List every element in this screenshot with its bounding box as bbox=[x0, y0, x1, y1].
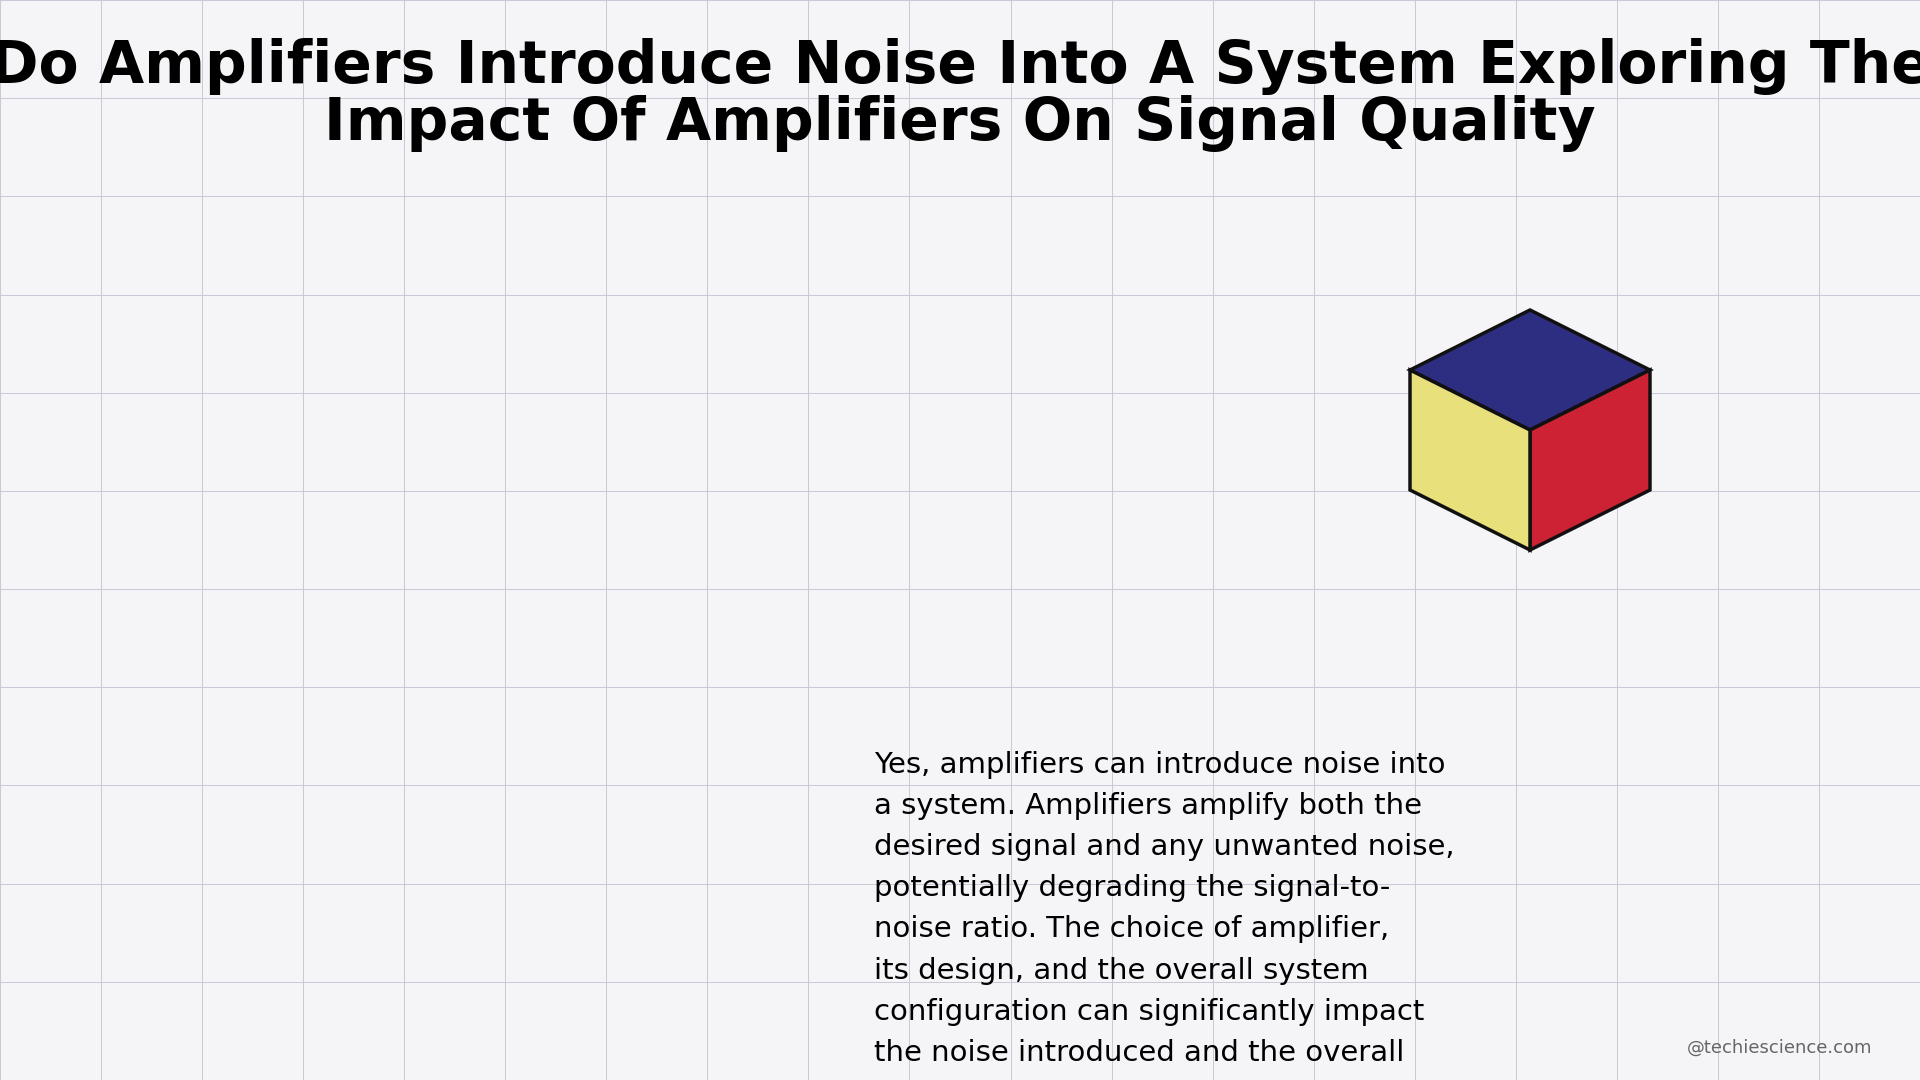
Polygon shape bbox=[1409, 370, 1530, 550]
Polygon shape bbox=[1409, 310, 1649, 430]
Text: @techiescience.com: @techiescience.com bbox=[1686, 1038, 1872, 1056]
Polygon shape bbox=[1530, 370, 1649, 550]
Text: Do Amplifiers Introduce Noise Into A System Exploring The: Do Amplifiers Introduce Noise Into A Sys… bbox=[0, 38, 1920, 95]
Text: Impact Of Amplifiers On Signal Quality: Impact Of Amplifiers On Signal Quality bbox=[324, 95, 1596, 152]
Text: Yes, amplifiers can introduce noise into
a system. Amplifiers amplify both the
d: Yes, amplifiers can introduce noise into… bbox=[874, 751, 1453, 1080]
